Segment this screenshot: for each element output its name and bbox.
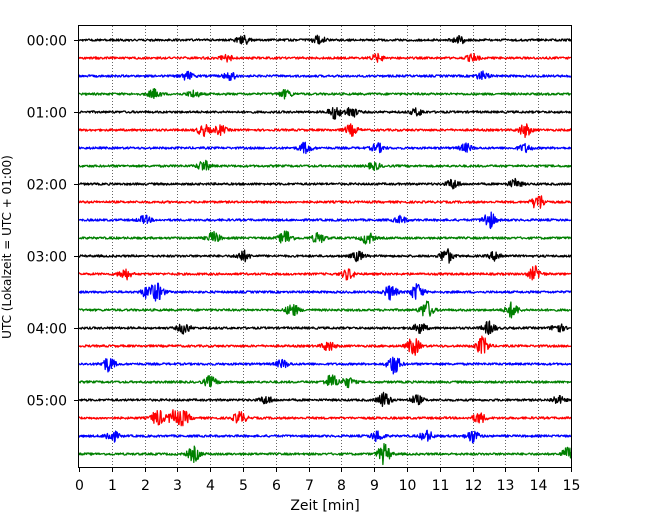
- x-tick-label: 2: [141, 478, 150, 494]
- y-tick-label: 01:00: [27, 106, 67, 122]
- y-axis-label: UTC (Lokalzeit = UTC + 01:00): [0, 155, 14, 339]
- x-tick-label: 0: [75, 478, 84, 494]
- x-tick-label: 9: [370, 478, 379, 494]
- trace-line: [78, 34, 572, 45]
- y-tick-label: 04:00: [27, 322, 67, 338]
- x-tick-label: 4: [206, 478, 215, 494]
- y-tick-label: 05:00: [27, 394, 67, 410]
- y-tick-label: 03:00: [27, 250, 67, 266]
- trace-line: [78, 429, 572, 444]
- trace-line: [78, 391, 572, 408]
- trace-line: [78, 159, 572, 172]
- y-tick-label: 02:00: [27, 178, 67, 194]
- plot-frame: [78, 25, 572, 468]
- trace-line: [78, 52, 572, 63]
- y-axis: 00:00 01:00 02:00 03:00 04:00 05:00: [27, 34, 79, 410]
- trace-line: [78, 356, 572, 375]
- trace-line: [78, 248, 572, 264]
- x-axis: 0 1 2 3 4 5 6 7 8 9 10 11 12 13 14 15: [75, 467, 580, 494]
- x-tick-label: 14: [530, 478, 548, 494]
- x-tick-label: 10: [399, 478, 417, 494]
- trace-line: [78, 87, 572, 100]
- trace-line: [78, 265, 572, 281]
- trace-line: [78, 123, 572, 139]
- trace-line: [78, 335, 572, 356]
- x-tick-label: 3: [173, 478, 182, 494]
- trace-line: [78, 409, 572, 427]
- trace-group: [78, 34, 572, 466]
- trace-line: [78, 107, 572, 120]
- x-tick-label: 1: [108, 478, 117, 494]
- trace-line: [78, 282, 572, 302]
- trace-line: [78, 211, 572, 230]
- x-tick-label: 11: [432, 478, 450, 494]
- trace-line: [78, 320, 572, 336]
- x-tick-label: 15: [563, 478, 581, 494]
- x-tick-label: 7: [305, 478, 314, 494]
- trace-line: [78, 374, 572, 389]
- trace-line: [78, 230, 572, 245]
- y-tick-label: 00:00: [27, 34, 67, 50]
- x-axis-label: Zeit [min]: [290, 498, 359, 514]
- x-tick-label: 13: [497, 478, 515, 494]
- x-tick-label: 5: [239, 478, 248, 494]
- x-tick-label: 8: [337, 478, 346, 494]
- trace-line: [78, 141, 572, 155]
- trace-line: [78, 195, 572, 209]
- trace-line: [78, 300, 572, 319]
- trace-line: [78, 442, 572, 466]
- x-tick-label: 12: [465, 478, 483, 494]
- trace-line: [78, 177, 572, 190]
- x-tick-label: 6: [272, 478, 281, 494]
- trace-line: [78, 70, 572, 82]
